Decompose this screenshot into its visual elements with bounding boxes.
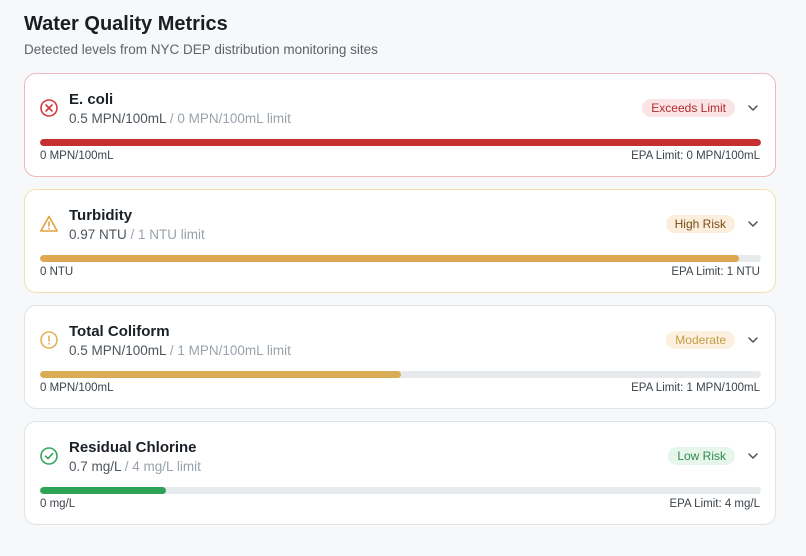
status-badge: Exceeds Limit	[642, 99, 735, 117]
chevron-down-icon[interactable]	[745, 448, 761, 464]
progress-fill	[40, 487, 167, 494]
chevron-down-icon[interactable]	[745, 216, 761, 232]
metric-value: 0.97 NTU	[69, 227, 127, 242]
progress-track	[40, 487, 761, 494]
metric-value: 0.5 MPN/100mL	[69, 343, 167, 358]
status-badge: High Risk	[665, 215, 735, 233]
metric-reading: 0.5 MPN/100mL / 0 MPN/100mL limit	[69, 111, 291, 126]
metric-reading: 0.7 mg/L / 4 mg/L limit	[69, 459, 201, 474]
range-min-label: 0 NTU	[40, 266, 74, 278]
progress-track	[40, 255, 761, 262]
metric-reading: 0.5 MPN/100mL / 1 MPN/100mL limit	[69, 343, 291, 358]
progress-fill	[40, 255, 740, 262]
metric-value: 0.7 mg/L	[69, 459, 122, 474]
metric-name: Residual Chlorine	[69, 439, 197, 456]
metric-limit: / 0 MPN/100mL limit	[169, 111, 291, 126]
status-badge: Moderate	[666, 331, 735, 349]
check-circle-icon	[39, 446, 59, 466]
metric-reading: 0.97 NTU / 1 NTU limit	[69, 227, 205, 242]
status-badge: Low Risk	[668, 447, 735, 465]
metric-card-e-coli[interactable]: E. coli 0.5 MPN/100mL / 0 MPN/100mL limi…	[24, 73, 776, 177]
epa-limit-label: EPA Limit: 1 MPN/100mL	[631, 382, 760, 394]
page-subtitle: Detected levels from NYC DEP distributio…	[24, 42, 378, 57]
page-title: Water Quality Metrics	[24, 13, 228, 35]
progress-track	[40, 371, 761, 378]
progress-fill	[40, 139, 761, 146]
x-circle-icon	[39, 98, 59, 118]
metric-value: 0.5 MPN/100mL	[69, 111, 167, 126]
warning-triangle-icon	[39, 214, 59, 234]
metric-name: Turbidity	[69, 207, 133, 224]
range-min-label: 0 MPN/100mL	[40, 150, 114, 162]
metric-limit: / 1 NTU limit	[130, 227, 205, 242]
chevron-down-icon[interactable]	[745, 332, 761, 348]
epa-limit-label: EPA Limit: 1 NTU	[671, 266, 760, 278]
metric-name: E. coli	[69, 91, 114, 108]
metric-card-turbidity[interactable]: Turbidity 0.97 NTU / 1 NTU limit High Ri…	[24, 189, 776, 293]
metric-card-residual-chlorine[interactable]: Residual Chlorine 0.7 mg/L / 4 mg/L limi…	[24, 421, 776, 525]
epa-limit-label: EPA Limit: 0 MPN/100mL	[631, 150, 760, 162]
range-min-label: 0 MPN/100mL	[40, 382, 114, 394]
metric-card-total-coliform[interactable]: Total Coliform 0.5 MPN/100mL / 1 MPN/100…	[24, 305, 776, 409]
epa-limit-label: EPA Limit: 4 mg/L	[669, 498, 760, 510]
alert-circle-icon	[39, 330, 59, 350]
metric-limit: / 1 MPN/100mL limit	[169, 343, 291, 358]
progress-track	[40, 139, 761, 146]
range-min-label: 0 mg/L	[40, 498, 76, 510]
progress-fill	[40, 371, 401, 378]
metric-name: Total Coliform	[69, 323, 170, 340]
metric-limit: / 4 mg/L limit	[124, 459, 201, 474]
chevron-down-icon[interactable]	[745, 100, 761, 116]
